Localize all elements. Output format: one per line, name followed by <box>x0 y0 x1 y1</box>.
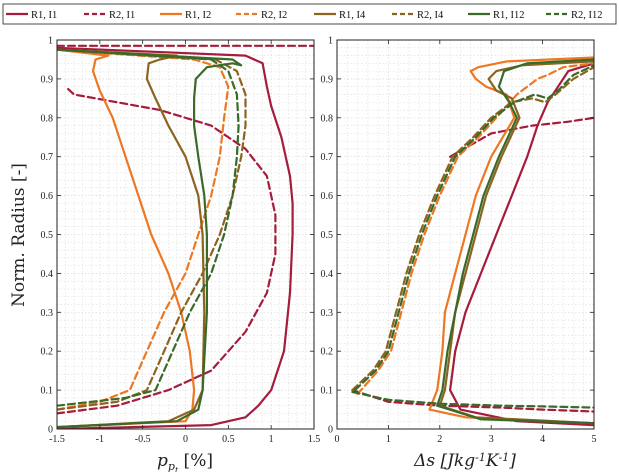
right-series-r2-i12-8 <box>353 64 594 392</box>
right-y-tick-label: 0.2 <box>321 347 334 358</box>
right-x-tick-label: 3 <box>489 434 494 445</box>
right-y-tick-label: 0 <box>328 425 333 436</box>
left-x-tick-label: -1.5 <box>49 434 65 445</box>
right-series-r2-i1-2 <box>449 116 594 158</box>
left-y-tick-label: 0 <box>48 425 53 436</box>
right-series-r1-i2-3 <box>428 56 594 425</box>
right-x-axis-label: Δs [Jkg-1K-1] <box>413 451 516 471</box>
legend-entry-label: R1, I4 <box>339 10 366 21</box>
right-x-tick-label: 1 <box>386 434 391 445</box>
legend-entry-label: R2, I2 <box>261 10 287 21</box>
legend-entry-label: R2, I4 <box>417 10 444 21</box>
left-series-r2-i1-1 <box>57 85 277 415</box>
right-series-r2-i4-6 <box>351 66 594 392</box>
right-y-tick-label: 0.1 <box>321 386 334 397</box>
y-axis-label: Norm. Radius [-] <box>9 163 29 307</box>
right-series-r2-i1-1 <box>351 389 594 413</box>
right-series-r2-i12-9 <box>351 390 594 409</box>
legend-entry-label: R2, I12 <box>571 10 603 21</box>
left-y-tick-label: 1 <box>48 36 53 47</box>
left-x-tick-label: -0.5 <box>135 434 151 445</box>
right-y-tick-label: 0.5 <box>321 230 334 241</box>
right-y-tick-label: 1 <box>328 36 333 47</box>
right-series-r1-i12-7 <box>436 58 594 425</box>
right-series-r1-i4-5 <box>438 60 594 425</box>
right-series-r2-i2-4 <box>356 62 594 396</box>
right-y-tick-label: 0.8 <box>321 113 334 124</box>
left-y-tick-label: 0.6 <box>41 191 54 202</box>
right-y-tick-label: 0.9 <box>321 74 334 85</box>
right-y-tick-label: 0.3 <box>321 308 334 319</box>
left-y-tick-label: 0.3 <box>41 308 54 319</box>
left-series-r1-i1-0 <box>57 46 294 429</box>
left-series-r2-i4-6 <box>57 48 247 411</box>
left-x-tick-label: 1 <box>269 434 274 445</box>
left-x-axis-label: ppt [%] <box>157 451 213 472</box>
right-panel: 0 1 2 3 4 5 0 0.1 0.2 0.3 0.4 0.5 0.6 0.7 0.8 0.9 1 <box>321 36 597 446</box>
left-y-tick-label: 0.9 <box>41 74 54 85</box>
left-y-tick-label: 0.7 <box>41 152 54 163</box>
legend-entry-label: R1, I2 <box>185 10 211 21</box>
left-series-r1-i4-5 <box>57 48 206 429</box>
right-grid <box>336 39 595 430</box>
left-y-tick-label: 0.2 <box>41 347 54 358</box>
left-panel: -1.5 -1 -0.5 0 0.5 1 1.5 0 0.1 0.2 0.3 0.4 0.5 0.6 0.7… <box>41 36 321 446</box>
left-y-tick-label: 0.5 <box>41 230 54 241</box>
legend-entry-label: R2, I1 <box>109 10 135 21</box>
left-series-r1-i12-7 <box>57 48 243 429</box>
right-y-tick-label: 0.7 <box>321 152 334 163</box>
legend-entry-label: R1, I12 <box>493 10 525 21</box>
left-y-tick-label: 0.1 <box>41 386 54 397</box>
legend-box <box>2 3 617 25</box>
left-y-tick-label: 0.4 <box>41 269 54 280</box>
right-x-tick-label: 5 <box>592 434 597 445</box>
left-series-r2-i12-8 <box>57 48 240 407</box>
right-x-tick-label: 0 <box>335 434 340 445</box>
left-y-tick-label: 0.8 <box>41 113 54 124</box>
right-x-tick-label: 4 <box>540 434 545 445</box>
left-x-tick-label: -1 <box>96 434 104 445</box>
left-x-tick-label: 0.5 <box>222 434 235 445</box>
right-series-r1-i1-0 <box>449 62 594 427</box>
right-y-tick-label: 0.4 <box>321 269 334 280</box>
right-y-tick-label: 0.6 <box>321 191 334 202</box>
right-x-tick-label: 2 <box>437 434 442 445</box>
left-x-tick-label: 1.5 <box>308 434 321 445</box>
legend-entry-label: R1, I1 <box>31 10 57 21</box>
legend: R1, I1 R2, I1 R1, I2 R2, I2 R1, I4 R2, I4 R1, … <box>2 3 617 25</box>
left-x-tick-label: 0 <box>183 434 188 445</box>
left-series-r1-i2-3 <box>57 48 196 429</box>
